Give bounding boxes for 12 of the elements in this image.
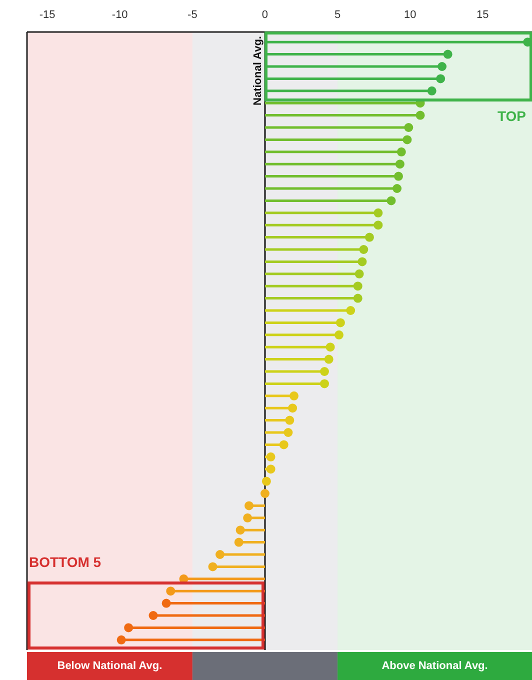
x-tick-label: 0: [262, 9, 268, 21]
x-tick-label: 10: [404, 9, 416, 21]
band-label: Above National Avg.: [382, 660, 488, 672]
x-tick-label: -15: [39, 9, 56, 21]
ref-line-label: National Avg.: [252, 36, 264, 106]
x-tick-label: -10: [112, 9, 128, 21]
band-label: Below National Avg.: [57, 660, 162, 672]
x-tick-label: -5: [188, 9, 198, 21]
annotation: TOP: [497, 108, 526, 124]
annotation: BOTTOM 5: [29, 554, 102, 570]
x-tick-label: 15: [476, 9, 489, 21]
x-tick-label: 5: [334, 9, 341, 21]
